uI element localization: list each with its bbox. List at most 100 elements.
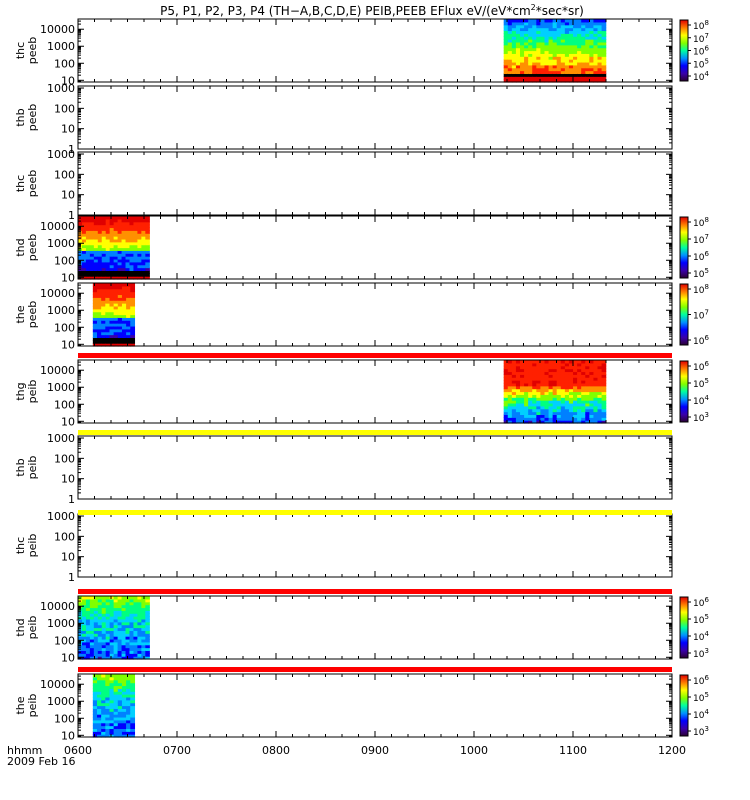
spectrogram-cell xyxy=(97,679,102,684)
spectrogram-cell xyxy=(113,613,119,617)
spectrogram-cell xyxy=(85,653,91,657)
spectrogram-cell xyxy=(121,653,127,657)
spectrogram-cell xyxy=(89,233,95,237)
spectrogram-cell xyxy=(503,417,509,421)
spectrogram-cell xyxy=(536,400,542,404)
spectrogram-cell xyxy=(141,641,146,646)
spectrogram-cell xyxy=(141,616,146,620)
spectrogram-cell xyxy=(532,56,537,60)
spectrogram-cell xyxy=(544,76,550,80)
spectrogram-cell xyxy=(97,343,102,347)
spectrogram-cell xyxy=(93,250,99,254)
spectrogram-cell xyxy=(129,250,135,254)
spectrogram-cell xyxy=(141,221,146,226)
spectrogram-cell xyxy=(585,76,590,80)
spectrogram-cell xyxy=(129,610,135,614)
spectrogram-cell xyxy=(507,56,513,60)
spectrogram-cell xyxy=(552,30,558,34)
spectrogram-cell xyxy=(126,311,131,316)
spectrogram-cell xyxy=(548,417,554,421)
spectrogram-cell xyxy=(109,633,115,637)
spectrogram-cell xyxy=(117,731,123,735)
spectrogram-cell xyxy=(589,377,595,381)
spectrogram-cell xyxy=(101,283,106,287)
spectrogram-cell xyxy=(524,374,529,378)
spectrogram-cell xyxy=(515,47,521,52)
spectrogram-cell xyxy=(560,21,566,26)
spectrogram-cell xyxy=(137,647,142,652)
spectrogram-cell xyxy=(560,53,566,57)
spectrogram-cell xyxy=(568,73,574,77)
spectrogram-cell xyxy=(585,411,590,416)
spectrogram-cell xyxy=(515,365,521,370)
spectrogram-cell xyxy=(515,360,521,364)
spectrogram-cell xyxy=(593,24,599,29)
spectrogram-cell xyxy=(544,19,550,23)
spectrogram-cell xyxy=(105,674,111,678)
spectrogram-cell xyxy=(105,685,111,689)
spectrogram-cell xyxy=(540,388,546,393)
spectrogram-cell xyxy=(133,596,138,600)
spectrogram-cell xyxy=(141,601,146,606)
spectrogram-cell xyxy=(113,616,119,620)
spectrogram-cell xyxy=(101,285,106,290)
spectrogram-cell xyxy=(573,76,578,80)
spectrogram-cell xyxy=(137,641,142,646)
spectrogram-cell xyxy=(125,621,131,626)
spectrogram-cell xyxy=(515,70,521,75)
y-tick-label: 1 xyxy=(68,493,75,506)
spectrogram-cell xyxy=(130,688,136,692)
spectrogram-cell xyxy=(560,24,566,29)
spectrogram-cell xyxy=(145,647,150,652)
spectrogram-cell xyxy=(101,682,106,687)
spectrogram-cell xyxy=(125,218,131,223)
spectrogram-cell xyxy=(126,291,131,296)
spectrogram-cell xyxy=(81,224,87,229)
spectrogram-cell xyxy=(97,261,103,266)
spectrogram-cell xyxy=(109,238,115,243)
spectrogram-cell xyxy=(141,624,146,629)
spectrogram-cell xyxy=(532,382,537,387)
spectrogram-cell xyxy=(524,73,529,77)
spectrogram-cell xyxy=(130,305,136,310)
spectrogram-cell xyxy=(121,674,127,678)
spectrogram-cell xyxy=(520,73,525,77)
spectrogram-cell xyxy=(593,391,599,395)
spectrogram-cell xyxy=(121,288,127,293)
spectrogram-cell xyxy=(137,627,142,631)
spectrogram-cell xyxy=(130,285,136,290)
spectrogram-cell xyxy=(141,238,146,243)
spectrogram-cell xyxy=(97,218,103,223)
spectrogram-cell xyxy=(544,382,550,387)
spectrogram-cell xyxy=(97,722,102,727)
spectrogram-cell xyxy=(78,264,83,269)
spectrogram-cell xyxy=(568,374,574,378)
spectrogram-cell xyxy=(121,685,127,689)
spectrogram-cell xyxy=(552,382,558,387)
spectrogram-cell xyxy=(524,405,529,410)
spectrogram-cell xyxy=(585,73,590,77)
spectrogram-cell xyxy=(109,716,115,721)
spectrogram-cell xyxy=(601,27,607,32)
spectrogram-cell xyxy=(89,647,95,652)
spectrogram-cell xyxy=(89,256,95,260)
spectrogram-cell xyxy=(556,76,562,80)
spectrogram-cell xyxy=(81,216,87,220)
spectrogram-cell xyxy=(101,258,107,263)
spectrogram-cell xyxy=(511,405,517,410)
spectrogram-cell xyxy=(548,27,554,32)
spectrogram-cell xyxy=(121,716,127,721)
spectrogram-cell xyxy=(552,408,558,413)
spectrogram-cell xyxy=(93,273,99,277)
spectrogram-cell xyxy=(97,728,102,732)
spectrogram-cell xyxy=(97,633,103,637)
spectrogram-cell xyxy=(105,624,111,629)
spectrogram-cell xyxy=(109,731,115,735)
spectrogram-cell xyxy=(85,621,91,626)
spectrogram-cell xyxy=(125,641,131,646)
spectrogram-cell xyxy=(544,24,550,29)
spectrogram-cell xyxy=(593,362,599,367)
spectrogram-cell xyxy=(528,73,533,77)
spectrogram-cell xyxy=(544,41,550,46)
spectrogram-cell xyxy=(137,653,142,657)
